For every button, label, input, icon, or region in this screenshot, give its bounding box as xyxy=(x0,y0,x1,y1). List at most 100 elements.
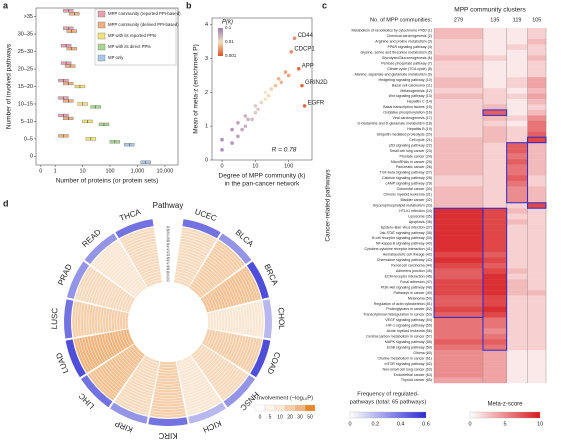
point xyxy=(263,97,268,101)
heat-cell xyxy=(527,235,547,242)
involvement-arc xyxy=(91,240,148,299)
heat-cell xyxy=(527,148,547,154)
heat-cell xyxy=(434,262,484,269)
row-label: Pentose phosphate pathway (7) xyxy=(381,61,432,65)
heat-cell xyxy=(506,60,528,67)
heat-cell xyxy=(527,273,547,280)
point-label: CDCP1 xyxy=(294,46,315,52)
heat-cell xyxy=(506,333,528,340)
heat-cell xyxy=(506,257,528,264)
heat-cell xyxy=(482,230,507,236)
heat-cell xyxy=(434,60,484,67)
ring-divider xyxy=(74,228,262,416)
heat-cell xyxy=(434,49,484,56)
heat-cell xyxy=(434,175,484,182)
point xyxy=(263,90,268,95)
heat-cell xyxy=(434,137,484,143)
row-label: Focal adhesion (47) xyxy=(400,280,432,284)
heat-cell xyxy=(434,322,484,329)
row-label: Pathways in cancer (49) xyxy=(393,291,432,295)
y-tick-label: 20–25 xyxy=(18,67,33,73)
heat-cell xyxy=(482,317,507,324)
involvement-arc xyxy=(188,240,245,299)
legend-swatch xyxy=(254,404,266,412)
heat-cell xyxy=(482,120,507,127)
heat-cell xyxy=(482,49,507,56)
heat-cell xyxy=(482,333,507,340)
highlight-box xyxy=(527,136,547,144)
heat-cell xyxy=(482,99,507,105)
highlight-box xyxy=(527,202,547,209)
heat-cell xyxy=(434,295,484,302)
heat-cell xyxy=(482,355,507,362)
heat-cell xyxy=(527,180,547,187)
heat-cell xyxy=(527,202,547,209)
point xyxy=(292,36,297,41)
ring-divider xyxy=(122,276,214,368)
heat-cell xyxy=(434,251,484,258)
heat-cell xyxy=(527,339,547,345)
involvement-arc xyxy=(119,227,163,288)
row-label: Melanoma (50) xyxy=(408,296,432,300)
point xyxy=(220,148,224,152)
heat-cell xyxy=(527,361,547,367)
heat-cell xyxy=(506,317,528,324)
ring-divider xyxy=(85,239,251,405)
pathway-number: 34 xyxy=(166,225,170,229)
legend-label: MP with its direct PPIs xyxy=(108,44,151,49)
heat-cell xyxy=(506,142,528,149)
column-label: 105 xyxy=(532,17,541,23)
heat-cell xyxy=(506,71,528,78)
count-label: No. of MPP communities: xyxy=(370,17,432,23)
legend-title: pathways (total: 65 pathways) xyxy=(350,400,427,406)
heat-cell xyxy=(434,230,484,236)
heat-cell xyxy=(434,33,484,40)
heat-cell xyxy=(434,284,484,291)
heat-cell xyxy=(527,170,547,176)
heat-cell xyxy=(506,344,528,351)
y-tick-label: 4 xyxy=(205,22,208,28)
heat-cell xyxy=(527,142,547,149)
heat-cell xyxy=(506,82,528,89)
heat-cell xyxy=(527,306,547,313)
pathway-number: 39 xyxy=(166,239,170,243)
row-label: Thyroid cancer (65) xyxy=(401,378,432,382)
colorbar-tick-label: 0.01 xyxy=(225,39,234,44)
heat-cell xyxy=(506,137,528,143)
colorbar-tick-label: 0.1 xyxy=(225,25,232,30)
heat-cell xyxy=(482,131,507,138)
heat-cell xyxy=(527,377,547,384)
heat-cell xyxy=(527,251,547,258)
heat-cell xyxy=(527,71,547,78)
heat-cell xyxy=(482,197,507,203)
heat-cell xyxy=(434,344,484,351)
heat-cell xyxy=(482,104,507,111)
pathway-number: 37 xyxy=(166,234,170,238)
heat-cell xyxy=(434,109,484,116)
heat-cell xyxy=(506,126,528,132)
ring-divider xyxy=(77,231,259,413)
heat-cell xyxy=(527,355,547,362)
heat-cell xyxy=(527,279,547,285)
heat-cell xyxy=(482,115,507,122)
heat-cell xyxy=(527,109,547,116)
heat-cell xyxy=(506,350,528,356)
legend-tick-label: 5 xyxy=(269,414,272,420)
heat-cell xyxy=(506,131,528,138)
legend-frame xyxy=(94,8,177,66)
heat-cell xyxy=(482,44,507,51)
heat-cell xyxy=(506,159,528,165)
heat-cell xyxy=(482,213,507,220)
point xyxy=(236,121,240,125)
heat-cell xyxy=(434,372,484,378)
heat-cell xyxy=(527,312,547,318)
heat-cell xyxy=(434,131,484,138)
legend-swatch xyxy=(97,21,106,29)
heat-cell xyxy=(434,55,484,61)
heat-cell xyxy=(434,159,484,165)
heat-cell xyxy=(482,235,507,242)
heat-cell xyxy=(527,268,547,274)
row-label: Cytokine-cytokine receptor interaction (… xyxy=(364,247,432,251)
heat-cell xyxy=(482,328,507,335)
heat-cell xyxy=(434,44,484,51)
